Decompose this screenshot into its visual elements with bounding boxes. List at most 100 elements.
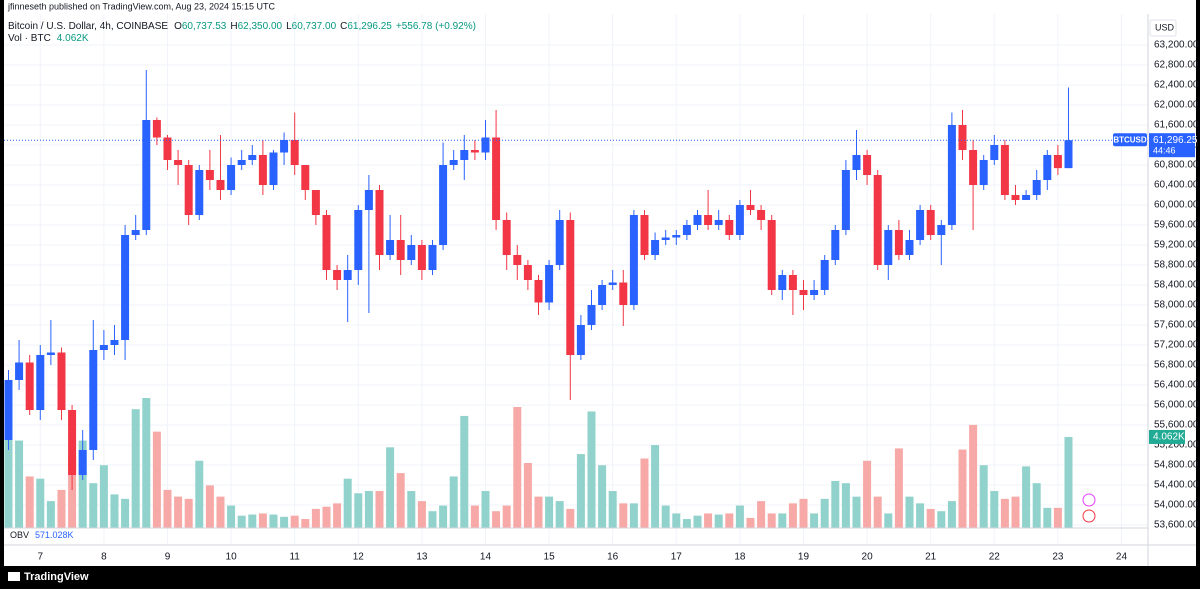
y-tick-label: 63,200.00 [1154,40,1199,51]
volume-bar [481,491,490,528]
candle-body [608,282,617,285]
candle-body [492,137,501,220]
currency-button[interactable] [1149,19,1177,37]
y-tick-label: 57,600.00 [1154,320,1199,331]
candle-body [227,165,236,190]
candle-body [905,240,914,255]
candle-body [873,175,882,265]
x-tick-label: 14 [480,552,492,563]
candle-body [1043,155,1052,180]
volume-bar [121,498,130,528]
volume-bar [195,460,204,528]
candle-body [1053,155,1062,169]
volume-bar [78,440,87,528]
candle-body [290,140,299,165]
volume-bar [778,513,787,528]
volume-bar [990,491,999,528]
volume-bar [863,460,872,528]
x-tick-label: 19 [798,552,810,563]
x-tick-label: 22 [989,552,1001,563]
y-tick-label: 56,000.00 [1154,400,1199,411]
y-tick-label: 60,400.00 [1154,180,1199,191]
candle-body [99,345,108,350]
candle-body [1032,180,1041,195]
candle-body [555,220,564,265]
candle-body [333,270,342,280]
candle-body [15,362,24,380]
candle-body [248,155,257,160]
candle-body [513,255,522,265]
volume-bar [131,409,140,528]
candle-body [301,165,310,190]
volume-bar [110,494,119,528]
volume-bar [788,503,797,528]
volume-bar [640,458,649,528]
volume-bar [354,493,363,528]
volume-bar [152,431,161,528]
volume-bar [428,511,437,528]
volume-bar [757,501,766,528]
volume-bar [767,513,776,528]
change: +556.78 (+0.92%) [396,21,476,32]
volume-bar [810,513,819,528]
volume-bar [142,398,151,528]
candle-body [576,325,585,355]
candle-body [502,220,511,255]
lightning-icon[interactable] [1082,493,1096,507]
candle-body [216,180,225,190]
y-tick-label: 62,400.00 [1154,80,1199,91]
volume-bar [227,505,236,528]
obv-legend: OBV 571.028K [10,530,74,540]
volume-bar [386,447,395,528]
volume-bar [15,440,24,528]
candle-body [947,125,956,225]
volume-bar [449,476,458,528]
symbol-tag [1113,133,1147,147]
candle-body [629,215,638,305]
candle-body [566,220,575,355]
volume-bar [364,491,373,528]
candle-body [1064,140,1073,169]
volume-bar [746,517,755,528]
volume-bar [269,514,278,528]
candle-body [587,305,596,325]
legend-line: Bitcoin / U.S. Dollar, 4h, COINBASE O60,7… [8,21,476,32]
volume-bar [947,501,956,528]
y-tick-label: 62,000.00 [1154,100,1199,111]
candle-body [852,155,861,170]
volume-bar [322,506,331,528]
volume-bar [841,483,850,528]
candle-body [343,270,352,280]
volume-bar [333,503,342,528]
volume-bar [545,496,554,528]
candle-body [89,350,98,450]
volume-bar [566,508,575,528]
candle-body [184,165,193,215]
x-tick-label: 24 [1116,552,1128,563]
candle-body [640,215,649,255]
candle-body [354,210,363,270]
volume-bar [417,501,426,528]
candle-body [767,220,776,290]
volume-bar [534,496,543,528]
flag-icon[interactable] [1082,509,1096,523]
volume-bar [502,505,511,528]
x-tick-label: 15 [544,552,556,563]
candle-body [788,275,797,290]
volume-bar [343,478,352,528]
symbol-label: BTCUSD [1113,135,1147,144]
candle-body [523,265,532,280]
candle-body [894,230,903,255]
volume-legend: Vol · BTC 4.062K [8,33,89,44]
y-tick-label: 53,600.00 [1154,520,1199,531]
x-tick-label: 8 [101,552,107,563]
footer-brand: TradingView [24,571,89,583]
volume-bar [163,489,172,528]
candle-body [661,237,670,240]
volume-bar [937,511,946,528]
volume-bar [598,465,607,528]
volume-bar [216,496,225,528]
candle-body [725,220,734,235]
volume-legend-value: 4.062K [57,33,89,44]
volume-bar [926,508,935,528]
